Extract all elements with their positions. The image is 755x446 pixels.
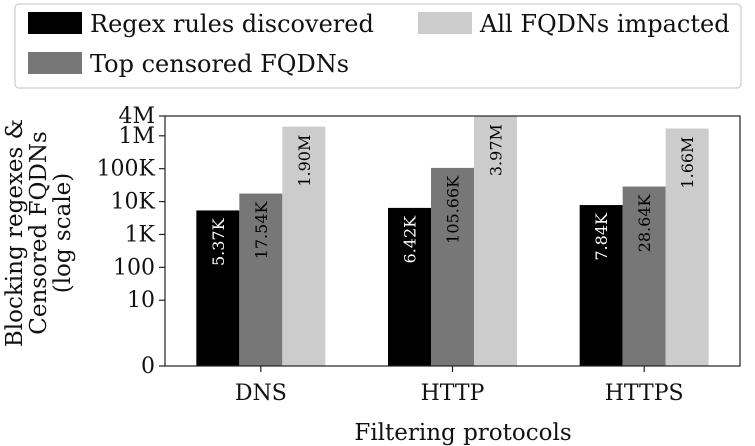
legend-swatch-all-fqdns: [418, 12, 472, 34]
legend-label-top-censored: Top censored FQDNs: [90, 50, 349, 78]
y-tick-label: 10: [127, 288, 155, 313]
bar-https-top-censored-fqdns: [622, 186, 666, 366]
y-tick-label: 100K: [97, 157, 156, 182]
bar-label-dns-regex-rules-discovered: 5.37K: [209, 217, 228, 266]
x-tick-label-https: HTTPS: [605, 381, 684, 406]
bar-label-dns-top-censored-fqdns: 17.54K: [252, 201, 271, 260]
bar-dns-top-censored-fqdns: [239, 193, 283, 366]
bar-https-all-fqdns-impacted: [665, 128, 709, 366]
y-tick-label: 10K: [111, 190, 156, 215]
bar-label-https-regex-rules-discovered: 7.84K: [592, 212, 611, 261]
bar-https-regex-rules-discovered: [579, 205, 623, 366]
bar-label-http-top-censored-fqdns: 105.66K: [444, 175, 463, 244]
y-tick-label: 4M: [118, 104, 155, 129]
legend-swatch-regex-rules: [28, 12, 82, 34]
y-tick-label: 0: [141, 354, 155, 379]
y-axis-title: Blocking regexes & Censored FQDNs (log s…: [2, 119, 76, 347]
bar-label-http-all-fqdns-impacted: 3.97M: [487, 124, 506, 176]
bar-http-top-censored-fqdns: [431, 167, 474, 366]
y-tick-label: 1M: [118, 124, 155, 149]
bars-layer: 5.37K 17.54K 1.90M 6.42K 105.66K 3.97M 7.84K 28…: [196, 116, 709, 367]
legend-swatch-top-censored: [28, 52, 82, 74]
x-tick-label-dns: DNS: [235, 381, 287, 406]
bar-dns-all-fqdns-impacted: [282, 126, 326, 366]
bar-http-regex-rules-discovered: [388, 207, 431, 366]
y-tick-label: 1K: [125, 222, 156, 247]
bar-label-https-all-fqdns-impacted: 1.66M: [678, 137, 697, 189]
x-tick-label-http: HTTP: [421, 381, 485, 406]
plot-frame: [164, 115, 741, 367]
y-axis-title-line-3: (log scale): [50, 173, 76, 294]
bar-label-http-regex-rules-discovered: 6.42K: [401, 215, 420, 264]
bar-label-https-top-censored-fqdns: 28.64K: [635, 194, 654, 253]
legend-label-all-fqdns: All FQDNs impacted: [479, 10, 730, 38]
y-axis-title-line-2: Censored FQDNs: [26, 131, 52, 335]
legend-label-regex-rules: Regex rules discovered: [90, 10, 374, 38]
x-axis: DNS HTTP HTTPS: [235, 366, 684, 406]
bar-http-all-fqdns-impacted: [474, 116, 517, 367]
y-axis-title-line-1: Blocking regexes &: [2, 119, 28, 347]
legend-frame: [14, 3, 742, 89]
y-tick-label: 100: [113, 255, 155, 280]
bar-dns-regex-rules-discovered: [196, 210, 240, 366]
x-axis-title: Filtering protocols: [354, 420, 571, 446]
legend: Regex rules discovered All FQDNs impacte…: [14, 3, 742, 89]
bar-label-dns-all-fqdns-impacted: 1.90M: [295, 135, 314, 187]
